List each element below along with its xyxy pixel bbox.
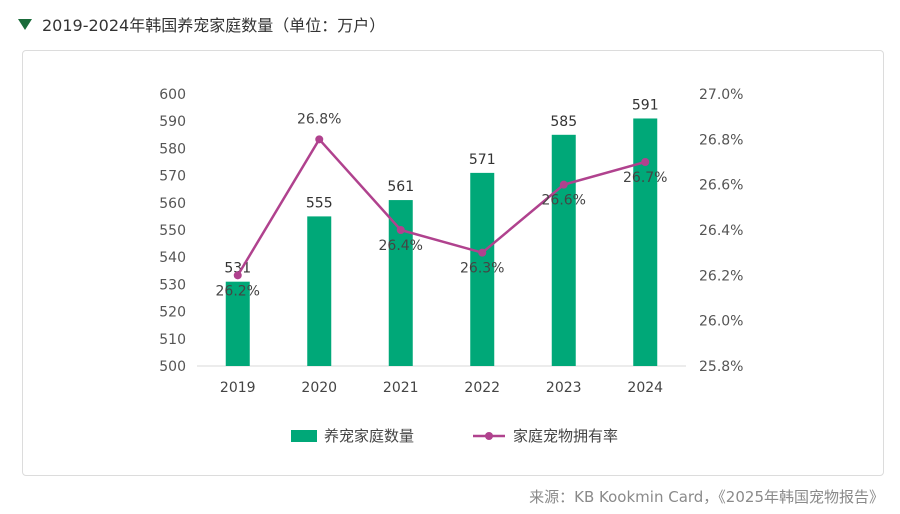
left-axis-tick-label: 590	[159, 114, 186, 130]
bar-value-label: 561	[387, 179, 414, 195]
right-axis-tick-label: 25.8%	[699, 359, 743, 375]
line-value-label: 26.2%	[216, 283, 260, 299]
left-axis-tick-label: 600	[159, 87, 186, 103]
chart-card: 500 510 520 530 540 550 560 570 580 590 600 25.8% 26…	[22, 50, 884, 476]
x-axis-tick-label: 2021	[383, 380, 419, 396]
left-axis-tick-label: 570	[159, 169, 186, 185]
source-note: 来源：KB Kookmin Card，《2025年韩国宠物报告》	[529, 488, 884, 506]
left-axis-tick-label: 520	[159, 305, 186, 321]
triangle-marker-icon	[18, 18, 32, 30]
line-point-2021	[396, 226, 405, 234]
x-axis-tick-label: 2023	[546, 380, 582, 396]
right-axis-tick-label: 26.0%	[699, 314, 743, 330]
x-axis-tick-label: 2022	[464, 380, 500, 396]
left-axis-tick-label: 500	[159, 359, 186, 375]
bar-2020	[307, 216, 332, 366]
left-axis-tick-label: 510	[159, 332, 186, 348]
right-axis-tick-label: 26.8%	[699, 132, 743, 148]
left-axis-tick-label: 530	[159, 277, 186, 293]
line-value-label: 26.8%	[297, 111, 341, 127]
left-axis-tick-label: 580	[159, 141, 186, 157]
legend-bar-label: 养宠家庭数量	[324, 427, 414, 445]
ownership-rate-line	[236, 137, 646, 276]
line-value-label: 26.6%	[542, 193, 586, 209]
combo-chart: 500 510 520 530 540 550 560 570 580 590 600 25.8% 26…	[159, 87, 743, 445]
line-value-label: 26.4%	[379, 238, 423, 254]
bar-2021	[388, 200, 413, 366]
bar-value-label: 591	[632, 97, 659, 113]
legend-bar-swatch	[291, 430, 317, 442]
x-axis-tick-label: 2020	[301, 380, 337, 396]
bar-2022	[470, 172, 495, 366]
line-point-2024	[641, 158, 650, 166]
bar-value-label: 585	[550, 114, 577, 130]
bar-value-label: 555	[306, 195, 333, 211]
chart-title: 2019-2024年韩国养宠家庭数量（单位：万户）	[42, 16, 386, 35]
chart-header: 2019-2024年韩国养宠家庭数量（单位：万户）	[18, 12, 385, 36]
line-point-2023	[559, 180, 568, 189]
legend-line-label: 家庭宠物拥有率	[513, 427, 618, 445]
x-axis-tick-label: 2019	[220, 380, 256, 396]
bar-value-label: 571	[469, 152, 496, 168]
left-axis-tick-label: 540	[159, 250, 186, 266]
right-axis-tick-label: 26.6%	[699, 178, 743, 194]
right-axis-tick-label: 26.4%	[699, 223, 743, 239]
line-point-2022	[478, 248, 487, 257]
left-axis-tick-label: 550	[159, 223, 186, 239]
bar-2019	[225, 281, 250, 366]
right-axis-tick-label: 27.0%	[699, 87, 743, 103]
bar-2023	[551, 134, 576, 366]
right-axis-tick-label: 26.2%	[699, 268, 743, 284]
line-value-label: 26.3%	[460, 261, 504, 277]
line-point-2020	[315, 135, 324, 144]
x-axis-tick-label: 2024	[627, 380, 663, 396]
legend-line-marker	[485, 432, 493, 440]
left-axis-tick-label: 560	[159, 196, 186, 212]
line-point-2019	[233, 271, 242, 280]
line-value-label: 26.7%	[623, 170, 667, 186]
bar-2024	[633, 118, 658, 366]
